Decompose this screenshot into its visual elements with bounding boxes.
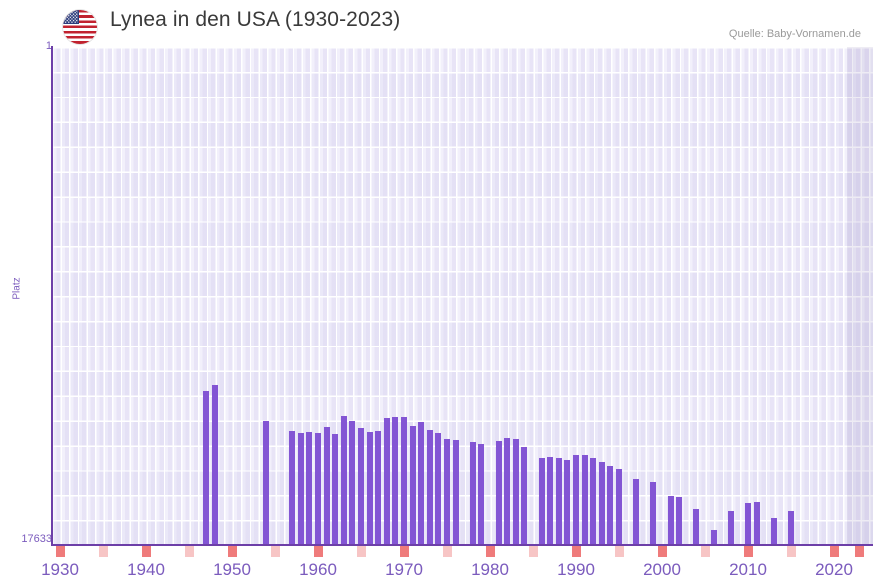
- bar: [607, 466, 614, 545]
- bar: [615, 468, 623, 545]
- bar: [633, 479, 640, 545]
- x-axis-label: 2020: [815, 560, 853, 579]
- x-axis-tick-minor: [356, 546, 366, 557]
- bar: [289, 430, 296, 545]
- bar: [504, 438, 511, 545]
- bar: [435, 433, 442, 545]
- chart-header: Lynea in den USA (1930-2023) Quelle: Bab…: [0, 0, 873, 47]
- bar: [263, 420, 270, 545]
- shaded-future-region: [846, 47, 873, 545]
- source-attribution: Quelle: Baby-Vornamen.de: [728, 28, 861, 40]
- x-axis-ticks: 1930 1940 1950 1960 1970 1980 1990 2000 2010 2020: [0, 546, 873, 587]
- x-axis-tick-major: [571, 546, 581, 557]
- x-axis-label: 1990: [557, 560, 595, 579]
- x-axis-label: 2000: [643, 560, 681, 579]
- bar: [478, 444, 485, 545]
- bar: [452, 439, 459, 545]
- bar: [598, 461, 605, 545]
- x-axis-tick-minor: [614, 546, 624, 557]
- x-axis-tick-major: [55, 546, 65, 557]
- bar: [418, 422, 425, 545]
- x-axis-tick-major: [743, 546, 753, 557]
- bar: [512, 438, 519, 545]
- x-axis-label: 1930: [41, 560, 79, 579]
- x-axis-tick-minor: [442, 546, 452, 557]
- bar: [443, 439, 451, 545]
- x-axis-tick-major: [399, 546, 409, 557]
- bar: [572, 454, 580, 545]
- x-axis-label: 1950: [213, 560, 251, 579]
- bar: [366, 431, 373, 545]
- x-axis-tick-minor: [98, 546, 108, 557]
- plot-gridlines: [52, 47, 873, 545]
- x-axis-tick-major: [227, 546, 237, 557]
- bar: [495, 441, 502, 545]
- bar: [538, 458, 545, 545]
- x-axis-tick-minor: [184, 546, 194, 557]
- bar: [340, 416, 347, 545]
- y-axis-top-label: 1: [45, 40, 52, 52]
- x-axis-tick-major: [485, 546, 495, 557]
- y-axis-bottom-label: 17633: [21, 533, 52, 545]
- x-axis-tick-minor: [700, 546, 710, 557]
- bar: [211, 384, 218, 545]
- bar: [521, 446, 528, 545]
- bar: [727, 511, 734, 545]
- bar: [375, 431, 382, 545]
- bar: [667, 496, 674, 545]
- bar: [323, 427, 330, 545]
- x-axis-tick-minor: [528, 546, 538, 557]
- bar: [314, 432, 322, 545]
- plot-area: [52, 47, 873, 545]
- x-axis-tick-major: [313, 546, 323, 557]
- x-axis-tick-minor: [786, 546, 796, 557]
- bar: [383, 418, 390, 545]
- bar: [650, 482, 657, 545]
- usa-flag-icon: [63, 10, 97, 44]
- bar: [693, 509, 700, 545]
- page-title: Lynea in den USA (1930-2023): [110, 8, 401, 31]
- bar: [426, 430, 433, 545]
- x-axis-label: 2010: [729, 560, 767, 579]
- bar: [676, 497, 683, 545]
- x-axis-tick-minor: [270, 546, 280, 557]
- y-axis-line: [51, 46, 53, 546]
- bar: [203, 390, 210, 545]
- bar: [581, 455, 588, 545]
- bar: [297, 432, 304, 545]
- bar: [349, 420, 356, 545]
- bar: [306, 431, 313, 545]
- bar: [555, 458, 562, 545]
- bar: [770, 518, 777, 545]
- bar: [469, 442, 476, 545]
- x-axis-tick-major: [855, 546, 865, 557]
- x-axis-line: [51, 544, 873, 546]
- x-axis-tick-major: [657, 546, 667, 557]
- y-axis-title: Platz: [11, 277, 23, 300]
- bar: [744, 502, 752, 545]
- bar: [547, 457, 554, 545]
- x-axis-label: 1940: [127, 560, 165, 579]
- bar: [710, 529, 717, 545]
- bar: [332, 434, 339, 545]
- bar: [787, 510, 795, 545]
- bar: [753, 502, 760, 545]
- x-axis-tick-major: [829, 546, 839, 557]
- bar: [400, 416, 408, 545]
- bar: [392, 416, 399, 545]
- bar: [564, 459, 571, 545]
- x-axis-label: 1960: [299, 560, 337, 579]
- x-axis-tick-major: [141, 546, 151, 557]
- x-axis-label: 1970: [385, 560, 423, 579]
- bar: [409, 425, 416, 545]
- bar: [590, 458, 597, 545]
- x-axis-label: 1980: [471, 560, 509, 579]
- bar: [357, 428, 365, 545]
